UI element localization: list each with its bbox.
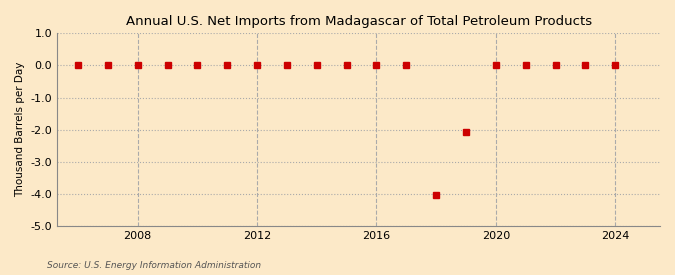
Y-axis label: Thousand Barrels per Day: Thousand Barrels per Day xyxy=(15,62,25,197)
Title: Annual U.S. Net Imports from Madagascar of Total Petroleum Products: Annual U.S. Net Imports from Madagascar … xyxy=(126,15,592,28)
Text: Source: U.S. Energy Information Administration: Source: U.S. Energy Information Administ… xyxy=(47,260,261,270)
